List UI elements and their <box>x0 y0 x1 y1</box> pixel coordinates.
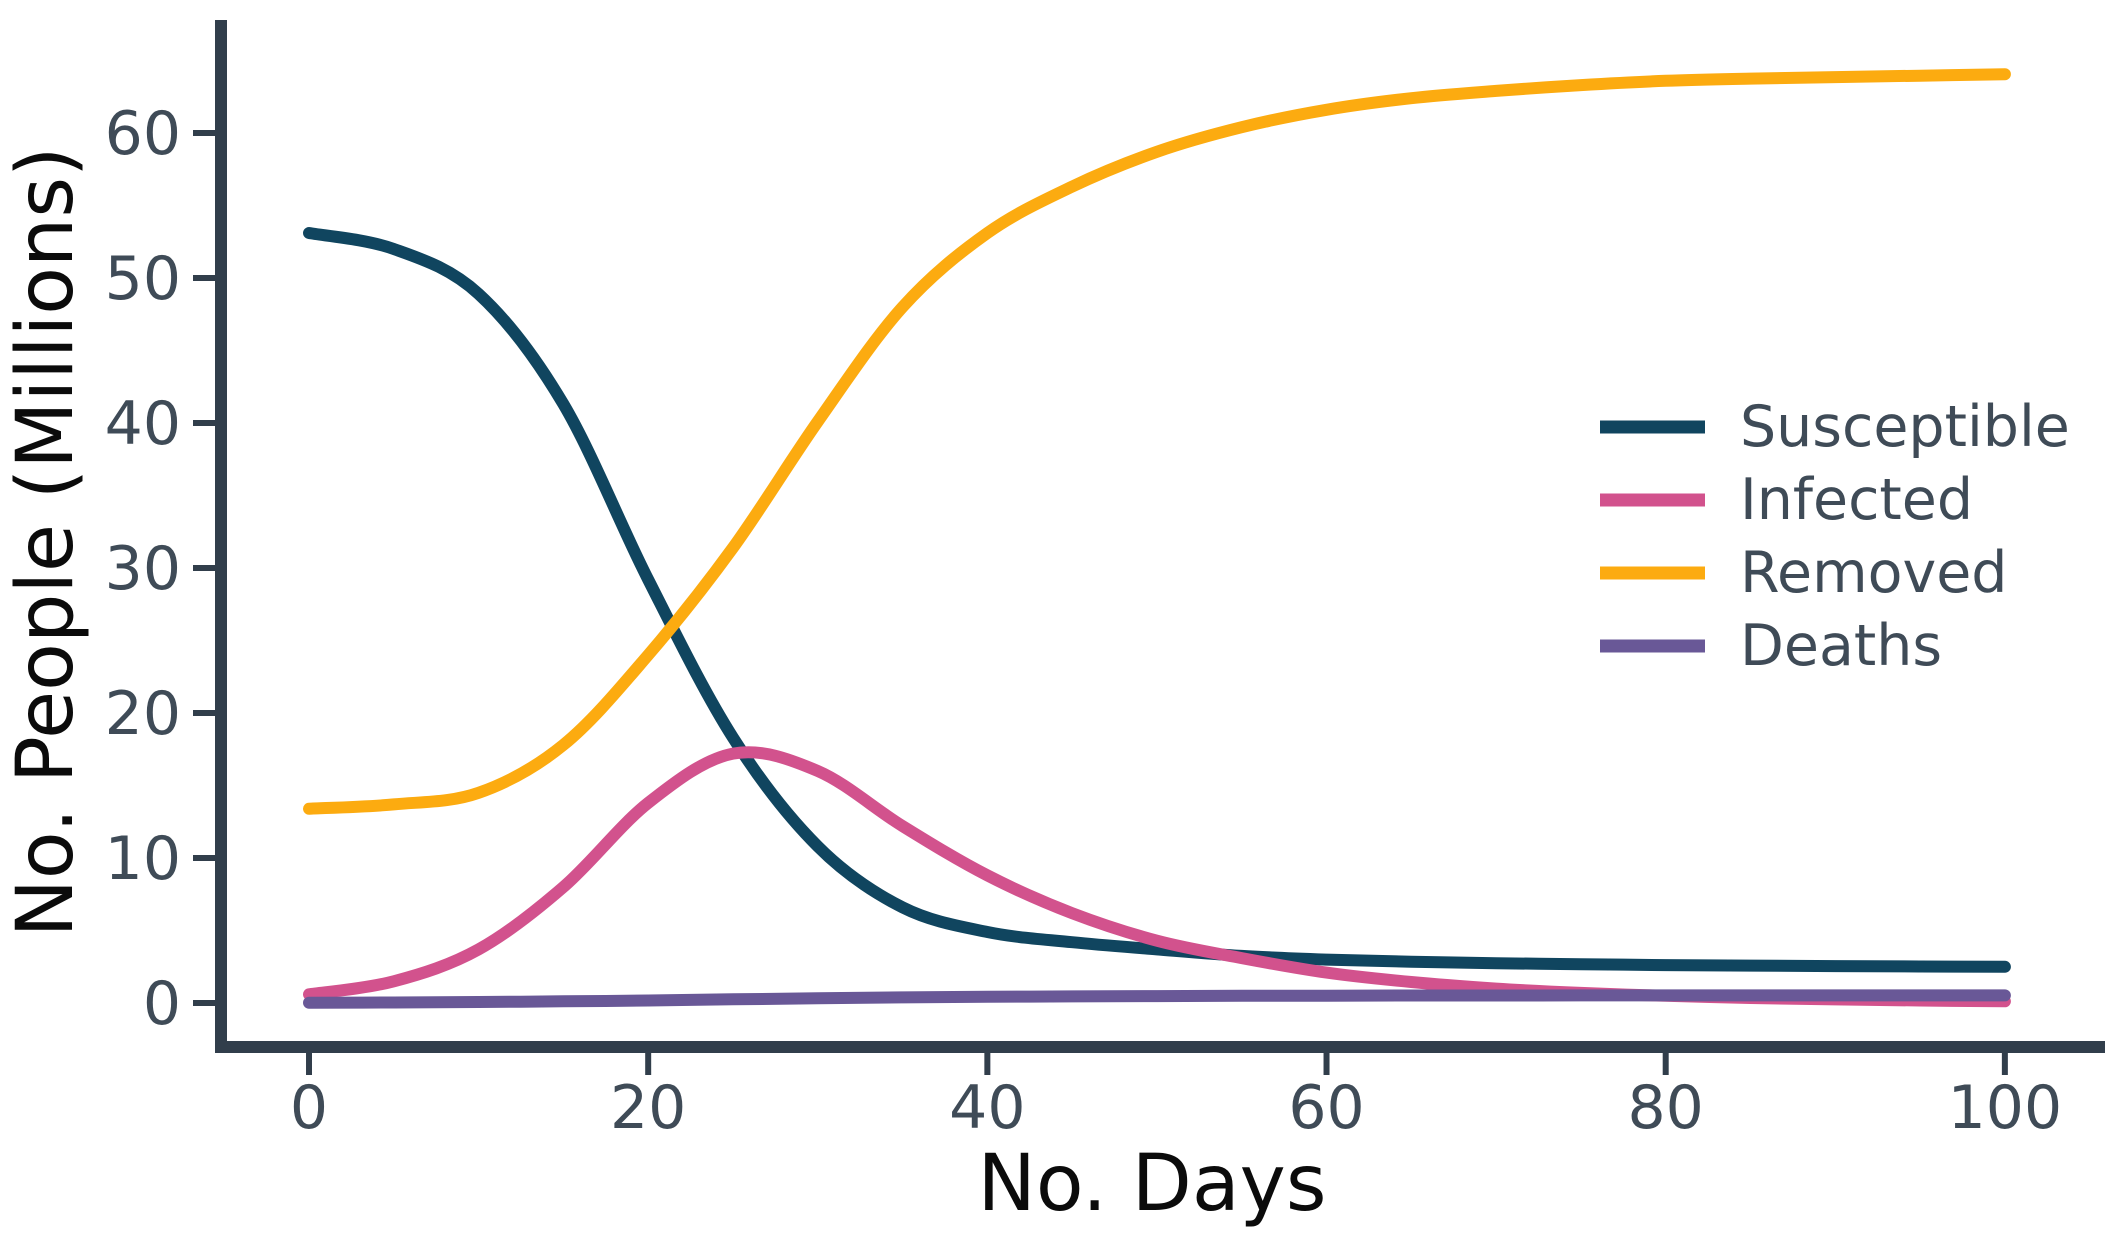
data-lines <box>303 68 2011 1009</box>
y-tick-label: 20 <box>105 679 181 749</box>
susceptible-line <box>303 227 2011 973</box>
x-tick-label: 100 <box>1948 1073 2063 1143</box>
deaths-line <box>303 989 2011 1009</box>
legend-label-susceptible: Susceptible <box>1740 394 2070 460</box>
y-tick-label: 60 <box>105 99 181 169</box>
y-axis-ticks: 0 10 20 30 40 50 60 <box>105 99 215 1039</box>
y-axis-label: No. People (Millions) <box>1 147 91 938</box>
x-axis-ticks: 0 20 40 60 80 100 <box>290 1053 2062 1143</box>
y-tick-label: 30 <box>105 534 181 604</box>
y-tick-label: 50 <box>105 244 181 314</box>
legend: Susceptible Infected Removed Deaths <box>1600 394 2070 679</box>
x-tick-label: 20 <box>610 1073 686 1143</box>
x-tick-label: 60 <box>1288 1073 1364 1143</box>
legend-label-infected: Infected <box>1740 467 1973 533</box>
removed-line <box>303 68 2011 815</box>
x-axis-label: No. Days <box>978 1139 1327 1229</box>
x-tick-label: 0 <box>290 1073 328 1143</box>
x-tick-label: 40 <box>949 1073 1025 1143</box>
x-tick-label: 80 <box>1628 1073 1704 1143</box>
y-tick-label: 10 <box>105 824 181 894</box>
legend-label-deaths: Deaths <box>1740 613 1942 679</box>
y-tick-label: 40 <box>105 389 181 459</box>
y-tick-label: 0 <box>143 969 181 1039</box>
legend-label-removed: Removed <box>1740 540 2008 606</box>
